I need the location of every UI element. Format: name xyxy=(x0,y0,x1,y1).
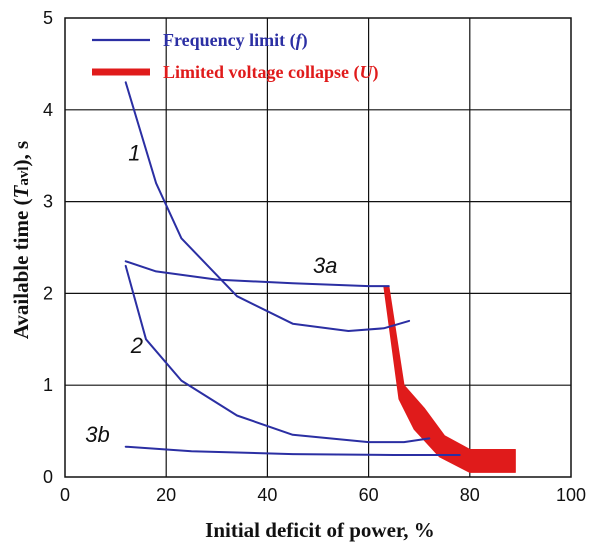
voltage-collapse-area xyxy=(383,285,516,473)
curve-label-2: 2 xyxy=(130,333,143,358)
curve-labels: 1 3a 2 3b xyxy=(85,140,337,447)
y-tick-label: 2 xyxy=(43,283,53,303)
plot-area xyxy=(64,17,572,478)
legend-label-frequency: Frequency limit (f) xyxy=(163,30,308,51)
y-tick-label: 4 xyxy=(43,100,53,120)
curve-label-1: 1 xyxy=(128,140,140,165)
legend: Frequency limit (f) Limited voltage coll… xyxy=(92,30,378,83)
x-tick-labels: 0 20 40 60 80 100 xyxy=(60,485,586,505)
series-line-3b xyxy=(124,445,461,456)
y-axis-title-var: T xyxy=(9,184,33,198)
x-tick-label: 100 xyxy=(556,485,586,505)
gridlines xyxy=(65,18,571,477)
y-tick-label: 1 xyxy=(43,375,53,395)
legend-label-voltage: Limited voltage collapse (U) xyxy=(163,62,378,83)
y-tick-labels: 0 1 2 3 4 5 xyxy=(43,8,53,487)
x-tick-label: 0 xyxy=(60,485,70,505)
x-axis-title: Initial deficit of power, % xyxy=(205,518,435,542)
y-tick-label: 0 xyxy=(43,467,53,487)
y-axis-title-sub: avl xyxy=(16,166,32,185)
x-tick-label: 40 xyxy=(257,485,277,505)
curve-label-3a: 3a xyxy=(313,253,337,278)
curve-label-3b: 3b xyxy=(85,422,109,447)
voltage-collapse-band xyxy=(383,285,516,473)
x-tick-label: 80 xyxy=(460,485,480,505)
y-tick-label: 5 xyxy=(43,8,53,28)
y-axis-title: Available time (Tavl), s xyxy=(9,141,33,339)
x-tick-label: 60 xyxy=(359,485,379,505)
series-line-2 xyxy=(124,264,431,444)
y-axis-title-part-1: Available time ( xyxy=(9,198,33,339)
x-tick-label: 20 xyxy=(156,485,176,505)
series-lines xyxy=(124,81,461,456)
y-axis-title-part-2: ), s xyxy=(9,141,33,167)
y-tick-label: 3 xyxy=(43,192,53,212)
series-line-3a xyxy=(124,260,390,288)
series-line-1 xyxy=(124,81,411,332)
